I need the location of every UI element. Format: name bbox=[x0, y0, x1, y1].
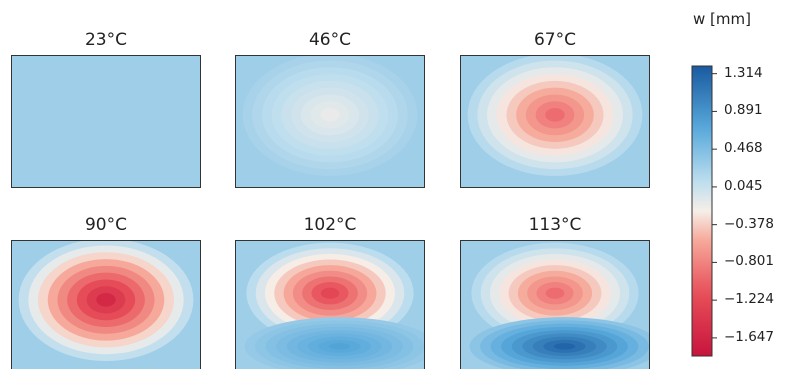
colorbar-tick-label: 0.045 bbox=[724, 177, 763, 194]
colorbar-tick-label: −1.224 bbox=[724, 291, 774, 308]
panel-frame bbox=[460, 55, 650, 188]
contour-panel-5 bbox=[460, 240, 650, 369]
contour-panel-0 bbox=[11, 55, 201, 188]
colorbar bbox=[691, 65, 713, 357]
colorbar-tick-label: −0.801 bbox=[724, 253, 774, 270]
contour-panel-3 bbox=[11, 240, 201, 369]
contour-panel-1 bbox=[235, 55, 425, 188]
panel-frame bbox=[11, 55, 201, 188]
upper-lobe-contour bbox=[320, 108, 340, 122]
panel-title-3: 90°C bbox=[84, 215, 127, 235]
upper-lobe-contour bbox=[96, 293, 116, 307]
panel-frame bbox=[235, 240, 425, 369]
lower-lobe-contour bbox=[553, 343, 576, 350]
contour-panel-4 bbox=[235, 240, 425, 369]
colorbar-tick-label: −1.647 bbox=[724, 328, 774, 345]
colorbar-tick-label: 0.891 bbox=[724, 102, 763, 119]
colorbar-tick-label: −0.378 bbox=[724, 215, 774, 232]
colorbar-tick-label: 0.468 bbox=[724, 140, 763, 157]
panel-title-1: 46°C bbox=[308, 30, 351, 50]
colorbar-title: w [mm] bbox=[693, 10, 751, 28]
panel-background bbox=[11, 55, 201, 188]
lower-lobe-contour bbox=[328, 343, 351, 350]
upper-lobe-contour bbox=[545, 287, 565, 299]
colorbar-tick-label: 1.314 bbox=[724, 64, 763, 81]
upper-lobe-contour bbox=[545, 108, 565, 122]
panel-title-5: 113°C bbox=[528, 215, 582, 235]
upper-lobe-contour bbox=[320, 287, 340, 299]
panel-title-0: 23°C bbox=[84, 30, 127, 50]
contour-panel-2 bbox=[460, 55, 650, 188]
panel-frame bbox=[460, 240, 650, 369]
panel-title-2: 67°C bbox=[533, 30, 576, 50]
panel-frame bbox=[11, 240, 201, 369]
panel-frame bbox=[235, 55, 425, 188]
panel-title-4: 102°C bbox=[303, 215, 357, 235]
